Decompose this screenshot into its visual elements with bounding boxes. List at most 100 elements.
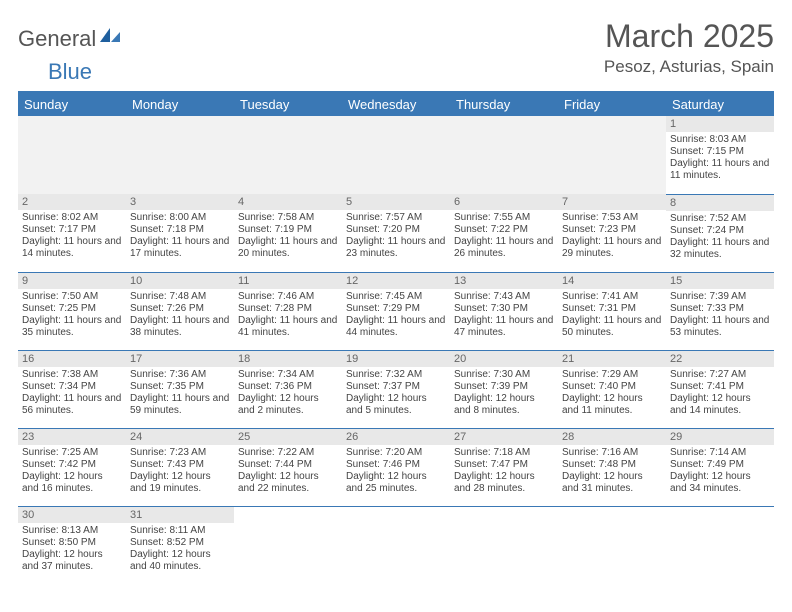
day-details: Sunrise: 7:36 AMSunset: 7:35 PMDaylight:… (126, 367, 234, 420)
sunrise-text: Sunrise: 7:48 AM (130, 291, 230, 303)
daylight-text: Daylight: 11 hours and 20 minutes. (238, 236, 338, 260)
daylight-text: Daylight: 12 hours and 2 minutes. (238, 393, 338, 417)
calendar-cell: 6Sunrise: 7:55 AMSunset: 7:22 PMDaylight… (450, 194, 558, 272)
daylight-text: Daylight: 12 hours and 16 minutes. (22, 471, 122, 495)
sunrise-text: Sunrise: 8:03 AM (670, 134, 770, 146)
sunset-text: Sunset: 7:46 PM (346, 459, 446, 471)
daylight-text: Daylight: 11 hours and 14 minutes. (22, 236, 122, 260)
daylight-text: Daylight: 11 hours and 17 minutes. (130, 236, 230, 260)
daylight-text: Daylight: 12 hours and 22 minutes. (238, 471, 338, 495)
sunset-text: Sunset: 7:37 PM (346, 381, 446, 393)
sunset-text: Sunset: 7:29 PM (346, 303, 446, 315)
daylight-text: Daylight: 12 hours and 37 minutes. (22, 549, 122, 573)
day-number: 21 (558, 351, 666, 367)
daylight-text: Daylight: 11 hours and 29 minutes. (562, 236, 662, 260)
sunrise-text: Sunrise: 7:57 AM (346, 212, 446, 224)
sunset-text: Sunset: 7:44 PM (238, 459, 338, 471)
calendar-cell: 10Sunrise: 7:48 AMSunset: 7:26 PMDayligh… (126, 272, 234, 350)
calendar-cell: 7Sunrise: 7:53 AMSunset: 7:23 PMDaylight… (558, 194, 666, 272)
sunrise-text: Sunrise: 8:13 AM (22, 525, 122, 537)
daylight-text: Daylight: 12 hours and 19 minutes. (130, 471, 230, 495)
calendar-cell: 30Sunrise: 8:13 AMSunset: 8:50 PMDayligh… (18, 506, 126, 584)
calendar-cell: 3Sunrise: 8:00 AMSunset: 7:18 PMDaylight… (126, 194, 234, 272)
sunset-text: Sunset: 7:43 PM (130, 459, 230, 471)
sunset-text: Sunset: 7:19 PM (238, 224, 338, 236)
sunset-text: Sunset: 7:22 PM (454, 224, 554, 236)
sunrise-text: Sunrise: 7:29 AM (562, 369, 662, 381)
daylight-text: Daylight: 11 hours and 44 minutes. (346, 315, 446, 339)
calendar-cell: 22Sunrise: 7:27 AMSunset: 7:41 PMDayligh… (666, 350, 774, 428)
daylight-text: Daylight: 12 hours and 40 minutes. (130, 549, 230, 573)
weekday-header: Thursday (450, 93, 558, 116)
day-number: 31 (126, 507, 234, 523)
daylight-text: Daylight: 11 hours and 50 minutes. (562, 315, 662, 339)
calendar-cell: 18Sunrise: 7:34 AMSunset: 7:36 PMDayligh… (234, 350, 342, 428)
calendar-cell: 16Sunrise: 7:38 AMSunset: 7:34 PMDayligh… (18, 350, 126, 428)
day-details: Sunrise: 8:11 AMSunset: 8:52 PMDaylight:… (126, 523, 234, 576)
sunset-text: Sunset: 7:47 PM (454, 459, 554, 471)
sunrise-text: Sunrise: 7:39 AM (670, 291, 770, 303)
day-number: 29 (666, 429, 774, 445)
daylight-text: Daylight: 11 hours and 59 minutes. (130, 393, 230, 417)
day-details: Sunrise: 7:20 AMSunset: 7:46 PMDaylight:… (342, 445, 450, 498)
brand-logo: General (18, 24, 122, 54)
day-details: Sunrise: 7:48 AMSunset: 7:26 PMDaylight:… (126, 289, 234, 342)
day-details: Sunrise: 7:57 AMSunset: 7:20 PMDaylight:… (342, 210, 450, 263)
sunrise-text: Sunrise: 7:52 AM (670, 213, 770, 225)
sunrise-text: Sunrise: 7:46 AM (238, 291, 338, 303)
sunrise-text: Sunrise: 7:55 AM (454, 212, 554, 224)
calendar-cell (558, 506, 666, 584)
sunset-text: Sunset: 7:30 PM (454, 303, 554, 315)
sunset-text: Sunset: 7:15 PM (670, 146, 770, 158)
calendar-cell: 21Sunrise: 7:29 AMSunset: 7:40 PMDayligh… (558, 350, 666, 428)
weekday-header: Friday (558, 93, 666, 116)
weekday-header: Monday (126, 93, 234, 116)
calendar-cell: 20Sunrise: 7:30 AMSunset: 7:39 PMDayligh… (450, 350, 558, 428)
day-number: 9 (18, 273, 126, 289)
calendar-cell: 4Sunrise: 7:58 AMSunset: 7:19 PMDaylight… (234, 194, 342, 272)
daylight-text: Daylight: 11 hours and 47 minutes. (454, 315, 554, 339)
daylight-text: Daylight: 11 hours and 26 minutes. (454, 236, 554, 260)
sunrise-text: Sunrise: 7:14 AM (670, 447, 770, 459)
day-details: Sunrise: 7:14 AMSunset: 7:49 PMDaylight:… (666, 445, 774, 498)
sunrise-text: Sunrise: 8:02 AM (22, 212, 122, 224)
daylight-text: Daylight: 12 hours and 14 minutes. (670, 393, 770, 417)
month-title: March 2025 (604, 18, 774, 55)
calendar-cell: 13Sunrise: 7:43 AMSunset: 7:30 PMDayligh… (450, 272, 558, 350)
day-number: 3 (126, 194, 234, 210)
brand-part2: Blue (48, 59, 92, 85)
calendar-cell: 12Sunrise: 7:45 AMSunset: 7:29 PMDayligh… (342, 272, 450, 350)
day-details: Sunrise: 7:32 AMSunset: 7:37 PMDaylight:… (342, 367, 450, 420)
day-number: 6 (450, 194, 558, 210)
day-details: Sunrise: 7:53 AMSunset: 7:23 PMDaylight:… (558, 210, 666, 263)
calendar-cell (18, 116, 126, 194)
sunrise-text: Sunrise: 7:20 AM (346, 447, 446, 459)
brand-part1: General (18, 26, 96, 52)
day-number: 27 (450, 429, 558, 445)
calendar-cell: 5Sunrise: 7:57 AMSunset: 7:20 PMDaylight… (342, 194, 450, 272)
daylight-text: Daylight: 12 hours and 25 minutes. (346, 471, 446, 495)
calendar-cell: 8Sunrise: 7:52 AMSunset: 7:24 PMDaylight… (666, 194, 774, 272)
calendar-cell (558, 116, 666, 194)
sunset-text: Sunset: 7:17 PM (22, 224, 122, 236)
sunset-text: Sunset: 7:20 PM (346, 224, 446, 236)
day-number: 25 (234, 429, 342, 445)
calendar-cell: 1Sunrise: 8:03 AMSunset: 7:15 PMDaylight… (666, 116, 774, 194)
day-number: 19 (342, 351, 450, 367)
sunset-text: Sunset: 7:24 PM (670, 225, 770, 237)
weekday-header: Sunday (18, 93, 126, 116)
calendar-week: 9Sunrise: 7:50 AMSunset: 7:25 PMDaylight… (18, 272, 774, 350)
sunset-text: Sunset: 7:25 PM (22, 303, 122, 315)
daylight-text: Daylight: 12 hours and 34 minutes. (670, 471, 770, 495)
day-details: Sunrise: 7:55 AMSunset: 7:22 PMDaylight:… (450, 210, 558, 263)
day-details: Sunrise: 7:46 AMSunset: 7:28 PMDaylight:… (234, 289, 342, 342)
sunrise-text: Sunrise: 7:32 AM (346, 369, 446, 381)
day-number: 13 (450, 273, 558, 289)
sunrise-text: Sunrise: 7:18 AM (454, 447, 554, 459)
sunset-text: Sunset: 7:35 PM (130, 381, 230, 393)
daylight-text: Daylight: 11 hours and 56 minutes. (22, 393, 122, 417)
day-details: Sunrise: 7:52 AMSunset: 7:24 PMDaylight:… (666, 211, 774, 264)
day-details: Sunrise: 7:34 AMSunset: 7:36 PMDaylight:… (234, 367, 342, 420)
day-details: Sunrise: 7:25 AMSunset: 7:42 PMDaylight:… (18, 445, 126, 498)
day-details: Sunrise: 7:39 AMSunset: 7:33 PMDaylight:… (666, 289, 774, 342)
